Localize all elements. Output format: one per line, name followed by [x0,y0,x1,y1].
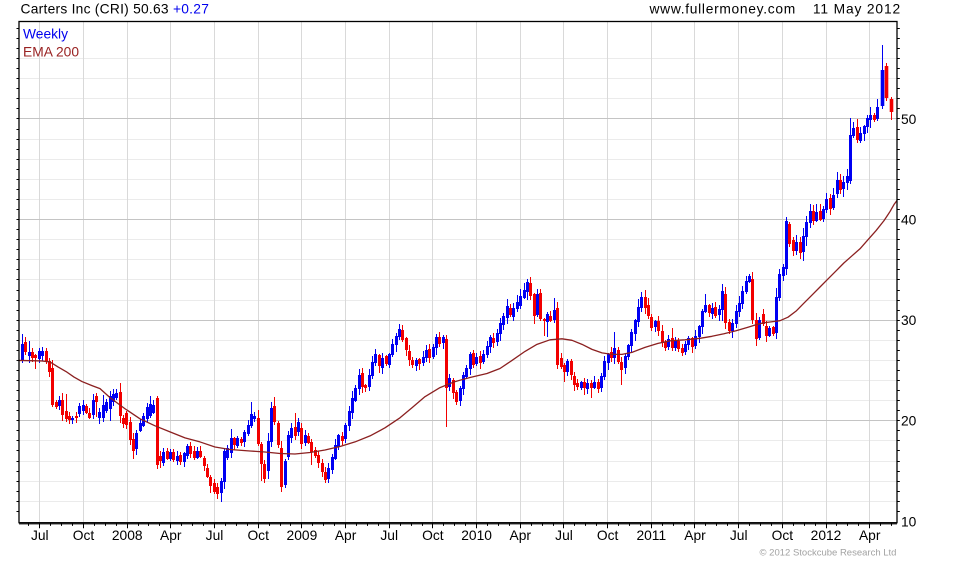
svg-text:Apr: Apr [859,528,881,543]
svg-text:Oct: Oct [597,528,619,543]
svg-text:40: 40 [901,213,917,228]
svg-text:10: 10 [901,514,917,529]
svg-text:2009: 2009 [287,528,318,543]
svg-text:2012: 2012 [811,528,842,543]
svg-text:Oct: Oct [247,528,269,543]
svg-text:Oct: Oct [73,528,95,543]
svg-text:2008: 2008 [112,528,143,543]
svg-text:Apr: Apr [335,528,357,543]
svg-text:2011: 2011 [636,528,666,543]
svg-text:20: 20 [901,414,917,429]
svg-text:Jul: Jul [555,528,573,543]
svg-text:11 May 2012: 11 May 2012 [813,1,901,16]
svg-text:Apr: Apr [684,528,706,543]
svg-text:Apr: Apr [160,528,182,543]
svg-text:Jul: Jul [380,528,398,543]
svg-text:Oct: Oct [772,528,794,543]
svg-text:30: 30 [901,313,917,328]
svg-text:50: 50 [901,112,917,127]
svg-text:Jul: Jul [31,528,49,543]
svg-text:Weekly: Weekly [23,27,68,42]
svg-text:Oct: Oct [422,528,444,543]
svg-text:www.fullermoney.com: www.fullermoney.com [649,1,796,16]
svg-text:Jul: Jul [730,528,748,543]
svg-text:EMA 200: EMA 200 [23,45,79,60]
svg-text:Carters Inc (CRI) 50.63 +0.27: Carters Inc (CRI) 50.63 +0.27 [21,1,210,16]
svg-text:Jul: Jul [206,528,224,543]
svg-text:2010: 2010 [461,528,492,543]
svg-text:Apr: Apr [510,528,532,543]
svg-text:© 2012 Stockcube Research Ltd: © 2012 Stockcube Research Ltd [760,548,897,559]
